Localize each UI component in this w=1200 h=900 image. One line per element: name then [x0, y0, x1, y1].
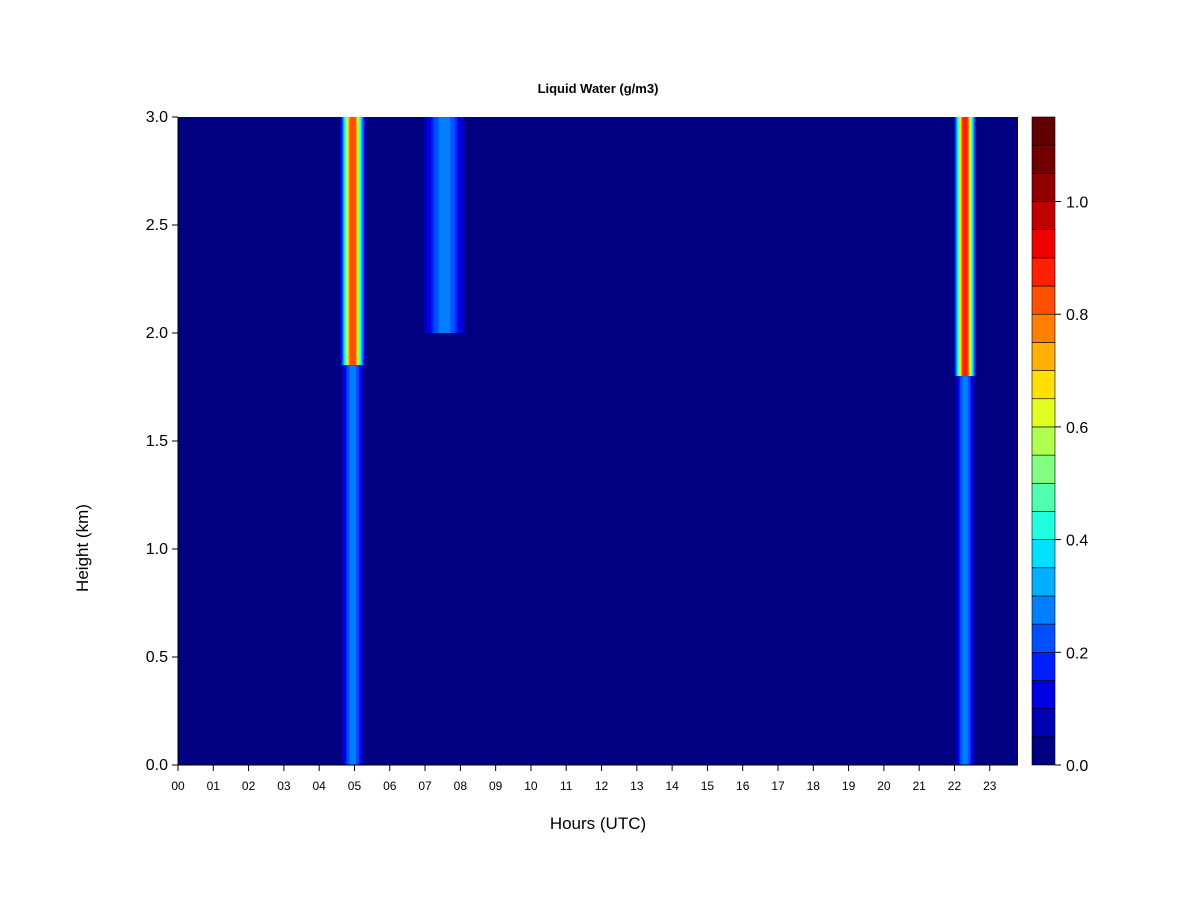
- x-tick-label: 20: [877, 779, 891, 793]
- x-tick-label: 15: [701, 779, 715, 793]
- x-tick-label: 06: [383, 779, 397, 793]
- colorbar-swatch: [1031, 482, 1056, 512]
- colorbar-tick-label: 0.0: [1066, 758, 1088, 775]
- colorbar-swatch: [1031, 313, 1056, 343]
- colorbar-swatch: [1031, 736, 1056, 766]
- x-tick-label: 21: [912, 779, 926, 793]
- colorbar-swatch: [1031, 144, 1056, 174]
- colorbar-swatch: [1031, 511, 1056, 540]
- colorbar-swatch: [1031, 454, 1056, 484]
- x-tick-label: 18: [807, 779, 821, 793]
- colorbar-tick-label: 0.2: [1066, 645, 1088, 662]
- colorbar-swatch: [1031, 595, 1056, 625]
- plot-area: [178, 117, 1018, 765]
- heatmap-feature: [954, 376, 976, 765]
- colorbar-swatch: [1031, 229, 1056, 259]
- heatmap-feature: [421, 117, 468, 333]
- colorbar-swatch: [1031, 680, 1056, 709]
- heatmap-features: [340, 117, 976, 765]
- x-tick-label: 12: [595, 779, 609, 793]
- x-tick-label: 09: [489, 779, 503, 793]
- colorbar-swatch: [1031, 342, 1056, 371]
- y-axis-label: Height (km): [73, 504, 92, 592]
- heatmap-cell: [962, 117, 968, 377]
- colorbar-swatch: [1031, 257, 1056, 287]
- x-axis-label: Hours (UTC): [550, 814, 646, 833]
- heatmap-feature: [954, 117, 976, 377]
- y-tick-label: 1.0: [146, 541, 168, 558]
- colorbar-swatch: [1031, 370, 1056, 400]
- heatmap-cell: [349, 117, 356, 366]
- colorbar-swatch: [1031, 426, 1056, 456]
- colorbar-swatch: [1031, 539, 1056, 569]
- x-tick-label: 04: [312, 779, 326, 793]
- y-tick-label: 2.5: [146, 217, 168, 234]
- x-tick-label: 10: [524, 779, 538, 793]
- colorbar-swatch: [1031, 567, 1056, 597]
- y-axis: 0.0 0.5 1.0 1.5 2.0 2.5 3.0: [146, 109, 179, 774]
- y-tick-label: 2.0: [146, 325, 168, 342]
- x-tick-label: 19: [842, 779, 856, 793]
- colorbar-swatch: [1031, 652, 1056, 681]
- chart-title: Liquid Water (g/m3): [538, 81, 659, 96]
- x-tick-label: 22: [948, 779, 962, 793]
- x-tick-label: 08: [454, 779, 468, 793]
- y-tick-label: 0.5: [146, 649, 168, 666]
- x-tick-label: 17: [771, 779, 785, 793]
- colorbar-tick-label: 0.8: [1066, 307, 1088, 324]
- heatmap-cell: [438, 117, 451, 333]
- colorbar-swatch: [1031, 708, 1056, 738]
- x-tick-label: 13: [630, 779, 644, 793]
- heatmap-feature: [340, 365, 366, 765]
- y-tick-label: 1.5: [146, 433, 168, 450]
- x-axis: 00 01 02 03 04 05 06 07 08 09 10 11 12 13 14 15 16 17 18 19…: [171, 764, 1018, 793]
- colorbar-swatch: [1031, 201, 1056, 230]
- colorbar-tick-label: 0.6: [1066, 420, 1088, 437]
- x-tick-label: 01: [207, 779, 221, 793]
- heatmap-background: [178, 117, 1018, 765]
- y-tick-label: 3.0: [146, 109, 168, 126]
- heatmap-feature: [340, 117, 366, 366]
- heatmap-cell: [962, 376, 968, 765]
- x-tick-label: 23: [983, 779, 997, 793]
- colorbar-tick-label: 0.4: [1066, 533, 1088, 550]
- colorbar-swatch: [1031, 116, 1056, 146]
- x-tick-label: 02: [242, 779, 256, 793]
- colorbar-tick-label: 1.0: [1066, 195, 1088, 212]
- x-tick-label: 07: [418, 779, 432, 793]
- x-tick-label: 00: [171, 779, 185, 793]
- colorbar: 0.0 0.2 0.4 0.6 0.8 1.0: [1031, 116, 1088, 775]
- x-tick-label: 16: [736, 779, 750, 793]
- x-tick-label: 14: [665, 779, 679, 793]
- heatmap-cell: [349, 365, 356, 765]
- x-tick-label: 05: [348, 779, 362, 793]
- colorbar-swatch: [1031, 173, 1056, 202]
- x-tick-label: 11: [560, 779, 573, 793]
- x-tick-label: 03: [277, 779, 291, 793]
- colorbar-swatch: [1031, 398, 1056, 428]
- y-tick-label: 0.0: [146, 757, 168, 774]
- colorbar-swatch: [1031, 623, 1056, 653]
- colorbar-swatch: [1031, 285, 1056, 315]
